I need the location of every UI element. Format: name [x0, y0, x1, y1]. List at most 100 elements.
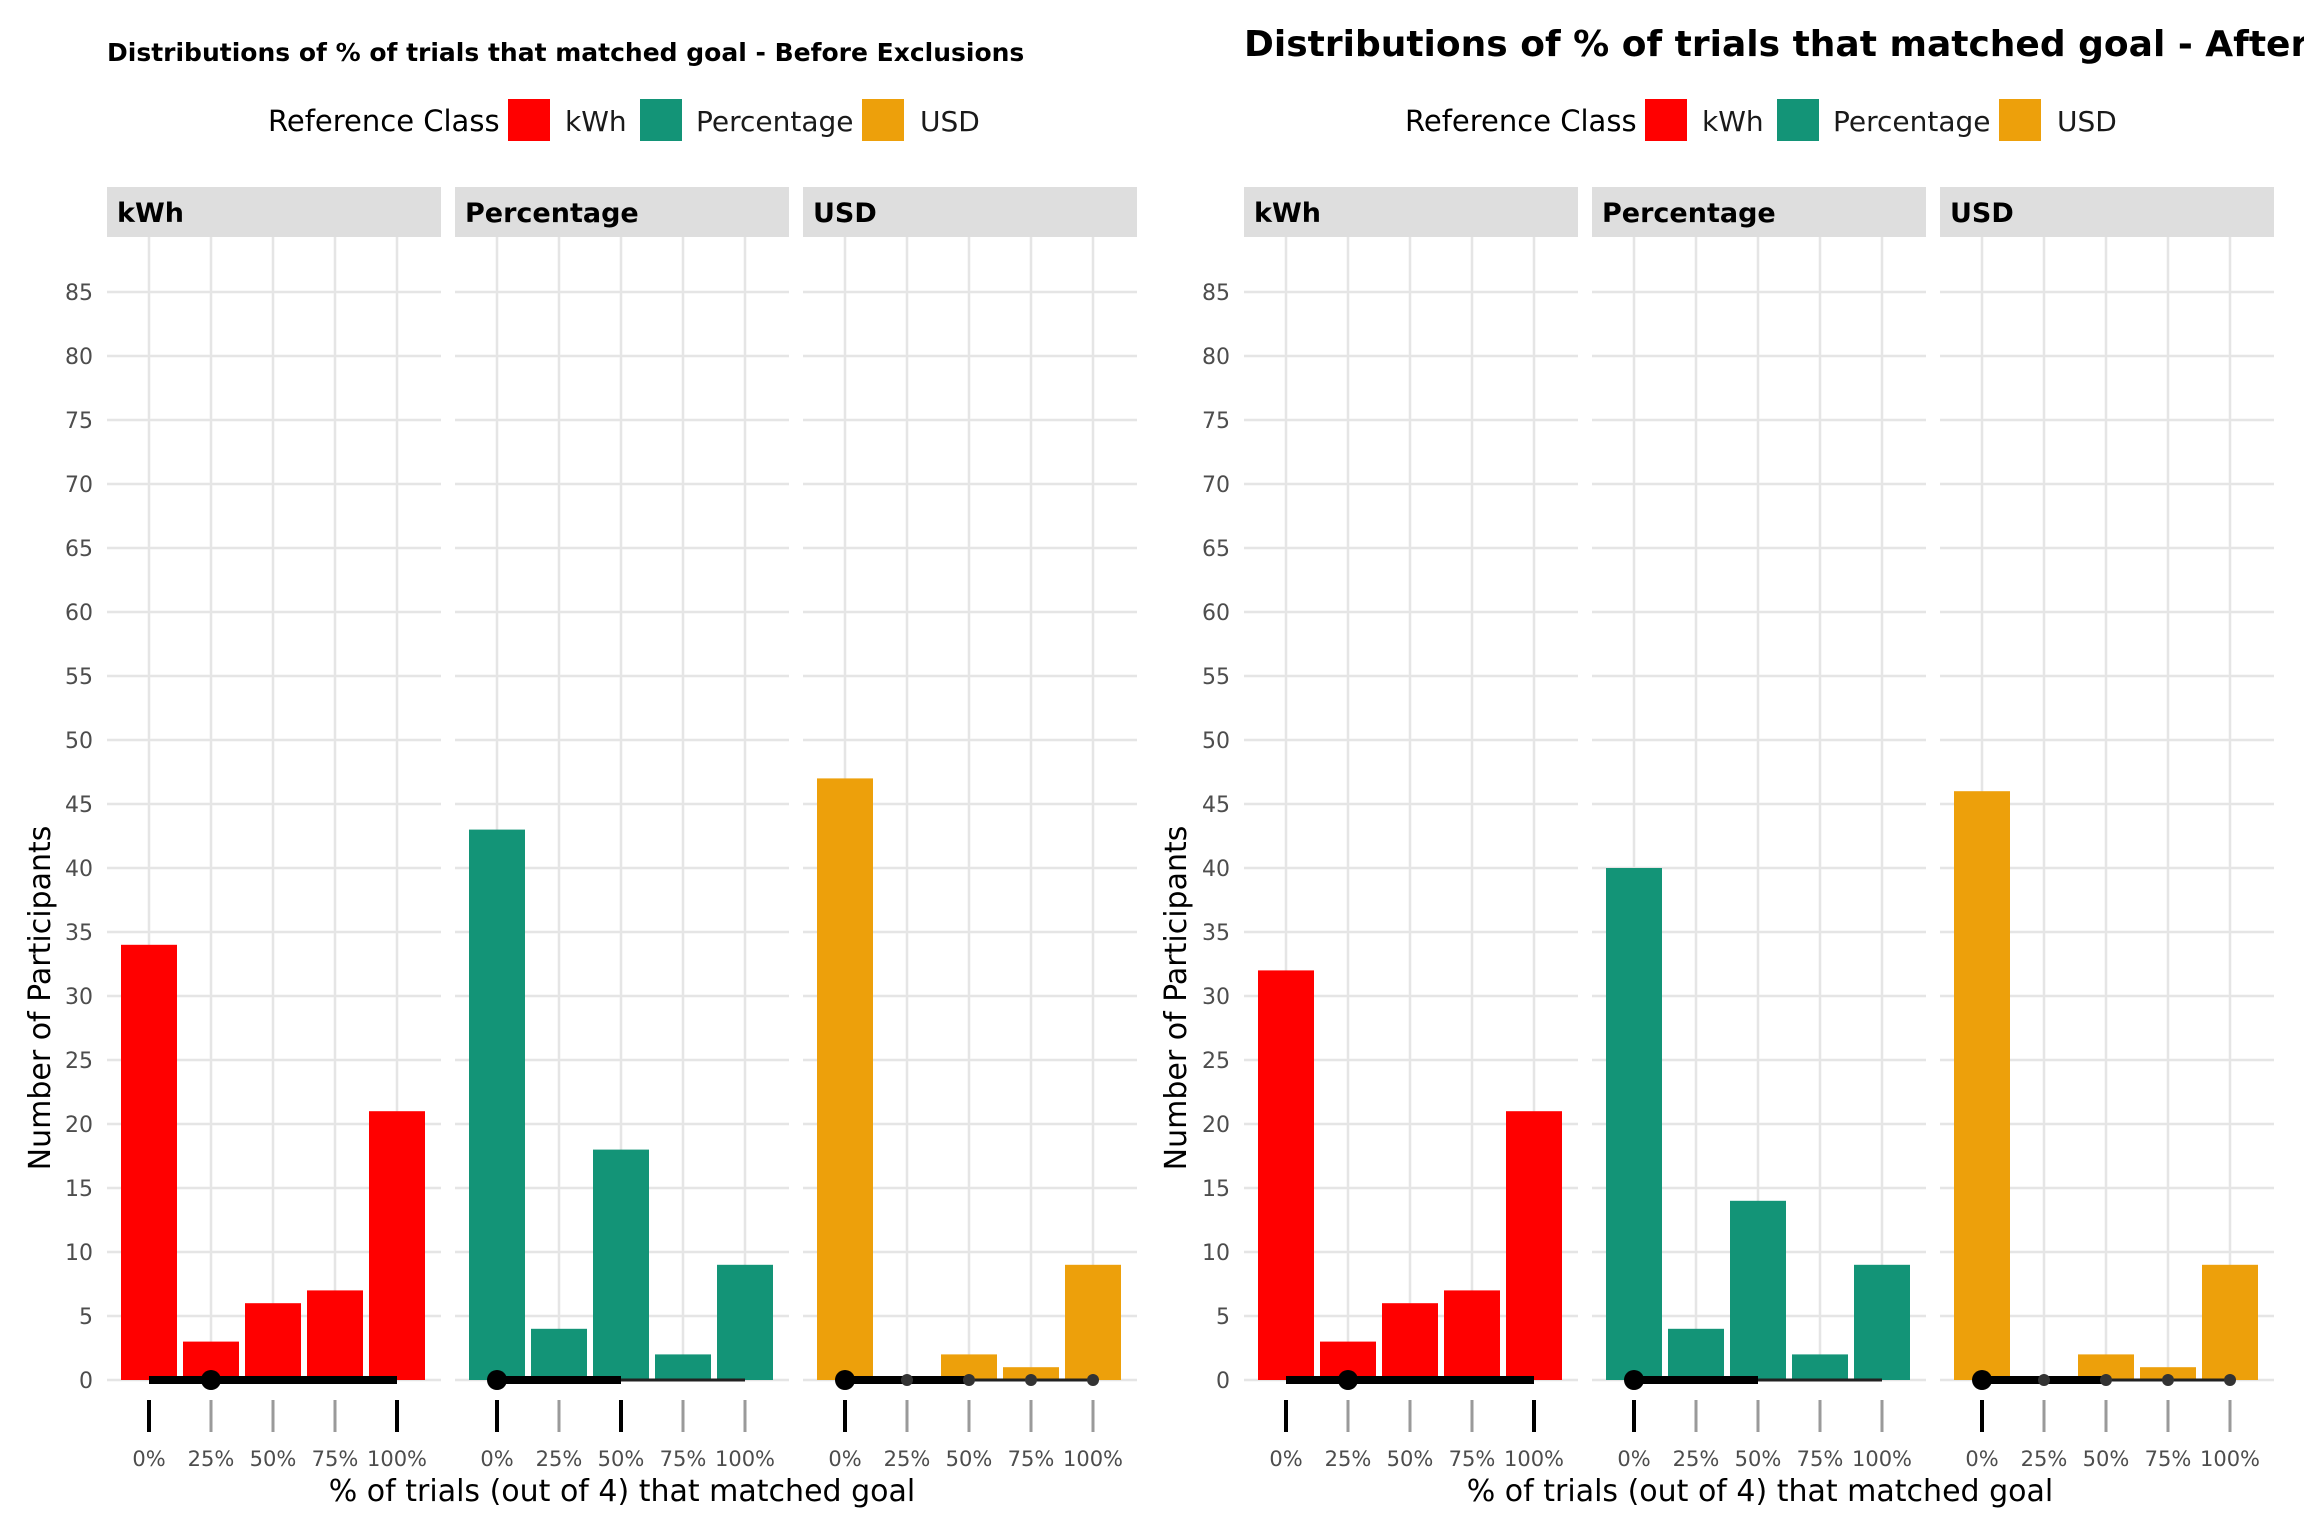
x-tick-label: 25% [536, 1447, 583, 1471]
y-tick-label: 0 [1216, 1369, 1230, 1394]
y-tick-label: 70 [1202, 473, 1230, 498]
facet-percentage: Percentage 0% 25% 50% 75% 100% [1592, 187, 1926, 1471]
y-tick-label: 65 [65, 537, 93, 562]
x-tick-label: 100% [1063, 1447, 1123, 1471]
small-point [2224, 1374, 2236, 1386]
y-tick-label: 80 [1202, 345, 1230, 370]
x-axis-title-before: % of trials (out of 4) that matched goal [329, 1474, 915, 1509]
bar [817, 778, 873, 1380]
facet-strip [1592, 187, 1926, 237]
x-tick-label: 100% [367, 1447, 427, 1471]
median-point [201, 1370, 221, 1390]
facet-strip-label: Percentage [1602, 198, 1776, 229]
facet-kwh: kWh 0% 25% 50% 75% 100% [1244, 187, 1578, 1471]
x-tick-label: 0% [1617, 1447, 1650, 1471]
y-tick-label: 45 [65, 793, 93, 818]
bar [1792, 1354, 1848, 1380]
bar [307, 1290, 363, 1380]
bar [2202, 1264, 2258, 1380]
x-tick-label: 50% [2083, 1447, 2130, 1471]
y-tick-label: 75 [65, 409, 93, 434]
small-point [2100, 1374, 2112, 1386]
legend-label-usd: USD [2057, 105, 2117, 138]
y-tick-label: 85 [1202, 281, 1230, 306]
y-tick-label: 55 [1202, 665, 1230, 690]
legend-before: Reference Class kWh Percentage USD [268, 99, 980, 141]
bar [469, 829, 525, 1380]
x-tick-label: 0% [1269, 1447, 1302, 1471]
x-tick-label: 50% [250, 1447, 297, 1471]
median-point [487, 1370, 507, 1390]
legend-label-usd: USD [920, 105, 980, 138]
facet-strip-label: Percentage [465, 198, 639, 229]
x-axis-title-after: % of trials (out of 4) that matched goal [1467, 1474, 2053, 1509]
small-point [901, 1374, 913, 1386]
bar [1382, 1303, 1438, 1380]
facet-strip-label: kWh [117, 198, 184, 229]
x-tick-label: 100% [1504, 1447, 1564, 1471]
small-point [1025, 1374, 1037, 1386]
bar [1258, 970, 1314, 1380]
legend-label-percentage: Percentage [1833, 105, 1991, 138]
y-tick-label: 0 [79, 1369, 93, 1394]
y-tick-label: 70 [65, 473, 93, 498]
legend-label-percentage: Percentage [696, 105, 854, 138]
x-tick-label: 100% [2200, 1447, 2260, 1471]
y-axis-title-before: Number of Participants [23, 826, 58, 1171]
facet-kwh: kWh 0% 25% 50% 75% 100% [107, 187, 441, 1471]
y-tick-label: 75 [1202, 409, 1230, 434]
y-tick-label: 10 [1202, 1241, 1230, 1266]
x-tick-label: 25% [2021, 1447, 2068, 1471]
x-tick-label: 75% [660, 1447, 707, 1471]
facet-panels-before: 0 5 10 15 20 25 30 35 40 45 50 55 60 65 70 75 80 85 kWh 0% 2… [65, 187, 1137, 1471]
x-tick-label: 0% [132, 1447, 165, 1471]
x-tick-label: 0% [828, 1447, 861, 1471]
legend-label-kwh: kWh [565, 105, 627, 138]
legend-swatch-usd [1999, 99, 2041, 141]
x-tick-label: 25% [1325, 1447, 1372, 1471]
x-tick-label: 0% [480, 1447, 513, 1471]
legend-swatch-usd [862, 99, 904, 141]
small-point [2038, 1374, 2050, 1386]
small-point [963, 1374, 975, 1386]
bar [245, 1303, 301, 1380]
bar [121, 944, 177, 1380]
x-tick-label: 75% [2145, 1447, 2192, 1471]
facet-strip [107, 187, 441, 237]
x-tick-label: 50% [1735, 1447, 1782, 1471]
x-tick-label: 100% [1852, 1447, 1912, 1471]
y-tick-label: 60 [65, 601, 93, 626]
x-tick-label: 75% [312, 1447, 359, 1471]
bar [1506, 1111, 1562, 1380]
y-tick-label: 20 [1202, 1113, 1230, 1138]
facet-strip [803, 187, 1137, 237]
bar [717, 1264, 773, 1380]
bar [531, 1328, 587, 1380]
y-tick-label: 35 [1202, 921, 1230, 946]
bar [593, 1149, 649, 1380]
legend-swatch-percentage [640, 99, 682, 141]
facet-usd: USD 0% 25% 50% 75% 100% [1940, 187, 2274, 1471]
legend-swatch-percentage [1777, 99, 1819, 141]
y-tick-label: 85 [65, 281, 93, 306]
x-tick-label: 75% [1449, 1447, 1496, 1471]
bar [1730, 1200, 1786, 1380]
bar [1854, 1264, 1910, 1380]
small-point [1087, 1374, 1099, 1386]
y-tick-label: 5 [79, 1305, 93, 1330]
bar [1065, 1264, 1121, 1380]
y-tick-label: 60 [1202, 601, 1230, 626]
y-tick-label: 30 [1202, 985, 1230, 1010]
median-point [1624, 1370, 1644, 1390]
x-tick-label: 75% [1797, 1447, 1844, 1471]
bar [1954, 791, 2010, 1380]
median-point [835, 1370, 855, 1390]
chart-title-before: Distributions of % of trials that matche… [107, 38, 1024, 67]
x-tick-label: 75% [1008, 1447, 1055, 1471]
bar [1606, 868, 1662, 1380]
legend-label-kwh: kWh [1702, 105, 1764, 138]
legend-swatch-kwh [508, 99, 550, 141]
median-point [1338, 1370, 1358, 1390]
bar [655, 1354, 711, 1380]
facet-usd: USD 0% 25% 50% 75% 100% [803, 187, 1137, 1471]
